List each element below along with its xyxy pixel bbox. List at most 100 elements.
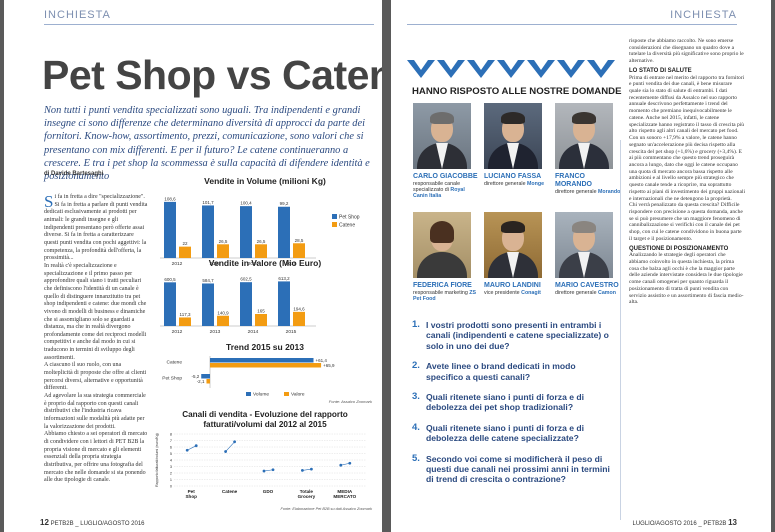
data-label: +65,9 (323, 363, 335, 368)
chart-title-volume: Vendite in Volume (milioni Kg) (204, 176, 326, 186)
respondent-card: LUCIANO FASSA direttore generale Monge (484, 103, 550, 187)
role-text: responsabile canale specializzato di (413, 181, 461, 194)
y-tick-label: 4 (170, 459, 172, 463)
company-text: ZS Pet Food (413, 290, 477, 303)
tick-label: 2014 (248, 329, 259, 335)
company-text: Monge (527, 181, 545, 187)
data-label: 101,7 (202, 200, 214, 205)
chart-title-ratio: Canali di vendita - Evoluzione del rappo… (182, 410, 348, 429)
chart-volume: 108,6 22 2012 101,7 26,5 2013 100,4 26,5 2014 99,… (160, 196, 360, 267)
respondent-role: direttore generale Morando (555, 189, 621, 195)
tick-label: 2012 (172, 261, 183, 267)
byline: di Davide Bartesaghi (44, 171, 104, 177)
data-label: 613,2 (278, 276, 290, 281)
question-number: 2. (412, 360, 420, 372)
tick-label: 2013 (210, 261, 221, 267)
right-page: INCHIESTA HANNO RISPOSTO ALLE NOSTRE DOM… (391, 0, 771, 532)
tick-label: 2015 (286, 329, 297, 335)
portrait-photo (413, 212, 471, 278)
portrait-photo (555, 212, 613, 278)
column-divider (620, 140, 621, 520)
trend-connector (187, 445, 197, 451)
body-column: S i fa in fretta a dire "specializzazion… (44, 193, 149, 485)
category-label: Totale (300, 489, 314, 494)
role-text: direttore generale (555, 290, 597, 296)
section-tag: INCHIESTA (670, 9, 737, 21)
category-label: Shop (185, 494, 197, 499)
question-number: 4. (412, 421, 420, 433)
respondent-role: vice presidente Conagit (484, 290, 550, 296)
legend-swatch (246, 392, 251, 396)
role-text: responsabile marketing (413, 290, 468, 296)
answer-title: HANNO RISPOSTO ALLE NOSTRE DOMANDE (412, 86, 622, 97)
chart-trend: Catene +61,4+65,9 Pet Shop -5,2-2,1 Volume Va… (162, 356, 373, 404)
category-label: Grocery (298, 494, 316, 499)
body-paragraph: A ciascuno il suo ruolo, con una moltepl… (44, 362, 147, 392)
bar (202, 283, 214, 326)
source-note: Fonte: Elaborazione Pet B2B su dati Assa… (281, 507, 374, 511)
section-heading: LO STATO DI SALUTE (629, 67, 692, 74)
legend-label: Valore (291, 392, 305, 398)
intro-text: risposte che abbiamo raccolto. Ne sono e… (629, 38, 744, 65)
source-note: Fonte: Assalco Zoomark (329, 399, 373, 404)
question-item: 2. Avete linee o brand dedicati in modo s… (412, 360, 613, 382)
body-paragraph: Abbiamo chiesto a sei operatori di merca… (44, 431, 148, 484)
role-text: direttore generale (484, 181, 526, 187)
chart-title-value: Vendite in Valore (Mio Euro) (208, 258, 322, 268)
company-text: Camon (598, 290, 616, 296)
trend-connector (302, 468, 312, 471)
left-page: INCHIESTA Pet Shop vs Catene Non tutti i… (4, 0, 382, 532)
right-text-column: risposte che abbiamo raccolto. Ne sono e… (629, 38, 745, 306)
respondent-role: direttore generale Camon (555, 290, 621, 296)
respondent-role: direttore generale Monge (484, 181, 550, 187)
page-number: 13 (728, 518, 737, 527)
category-label: MERCATO (333, 494, 356, 499)
point-2015 (194, 444, 198, 448)
respondent-card: MARIO CAVESTRO direttore generale Camon (555, 212, 621, 296)
data-label: 99,2 (280, 201, 289, 206)
bar (210, 363, 322, 368)
chart-value: 600,5 117,3 2012 584,7 140,9 2013 602,5 165 2014… (160, 276, 316, 335)
role-text: vice presidente (484, 290, 520, 296)
bar (217, 244, 229, 258)
y-tick-label: 7 (170, 439, 172, 443)
question-number: 1. (412, 319, 420, 330)
trend-connector (225, 441, 235, 452)
respondent-role: responsabile marketing ZS Pet Food (413, 290, 479, 302)
page-number: 12 (40, 518, 49, 527)
trend-connector (340, 462, 350, 466)
body-paragraph: Ad agevolare la sua strategia commercial… (44, 393, 146, 430)
bar (210, 358, 314, 363)
category-label: GDO (263, 489, 274, 494)
y-tick-label: 6 (170, 446, 172, 450)
chevron-decoration-icon (407, 60, 615, 78)
data-label: 28,5 (295, 238, 304, 243)
legend-swatch (332, 214, 337, 219)
bar (164, 201, 176, 258)
question-item: 1. I vostri prodotti sono presenti in ent… (412, 319, 613, 351)
bar (293, 243, 305, 258)
y-axis-title: Rapporto fatturati/volumi (euro/Kg) (155, 433, 159, 487)
respondent-card: FRANCO MORANDO direttore generale Morand… (555, 103, 621, 195)
y-tick-label: 0 (170, 485, 172, 489)
data-label: 600,5 (164, 277, 176, 282)
chart-ratio: 0 1 2 3 4 5 6 7 8 Rapporto fatturati/volumi (euro… (155, 433, 374, 512)
legend-swatch (332, 222, 337, 227)
role-text: direttore generale (555, 189, 597, 195)
portrait-photo (555, 103, 613, 169)
tick-label: 2013 (210, 329, 221, 335)
point-2015 (233, 440, 236, 444)
footer-text: LUGLIO/AGOSTO 2016 _ PETB2B (632, 521, 727, 527)
section-heading: QUESTIONE DI POSIZIONAMENTO (629, 245, 729, 252)
respondent-card: MAURO LANDINI vice presidente Conagit (484, 212, 550, 296)
legend-label: Catene (339, 223, 355, 229)
category-label: Catene (167, 360, 183, 366)
data-label: +61,4 (316, 358, 328, 363)
respondent-card: CARLO GIACOBBE responsabile canale speci… (413, 103, 479, 200)
portrait-photo (484, 212, 542, 278)
section-text: Analizzando le strategie degli operatori… (629, 252, 744, 306)
category-label: Pet Shop (162, 376, 182, 382)
top-divider (44, 24, 374, 25)
question-number: 3. (412, 391, 420, 403)
bar (240, 206, 252, 258)
